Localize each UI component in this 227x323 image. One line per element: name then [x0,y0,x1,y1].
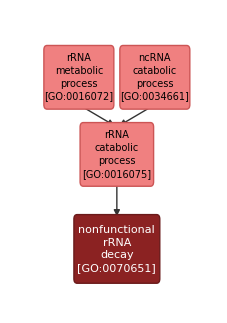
Text: rRNA
metabolic
process
[GO:0016072]: rRNA metabolic process [GO:0016072] [44,53,113,101]
FancyBboxPatch shape [74,214,159,283]
FancyBboxPatch shape [119,46,189,109]
Text: ncRNA
catabolic
process
[GO:0034661]: ncRNA catabolic process [GO:0034661] [120,53,188,101]
Text: nonfunctional
rRNA
decay
[GO:0070651]: nonfunctional rRNA decay [GO:0070651] [77,225,155,273]
FancyBboxPatch shape [44,46,113,109]
FancyBboxPatch shape [80,122,153,186]
Text: rRNA
catabolic
process
[GO:0016075]: rRNA catabolic process [GO:0016075] [82,130,151,179]
